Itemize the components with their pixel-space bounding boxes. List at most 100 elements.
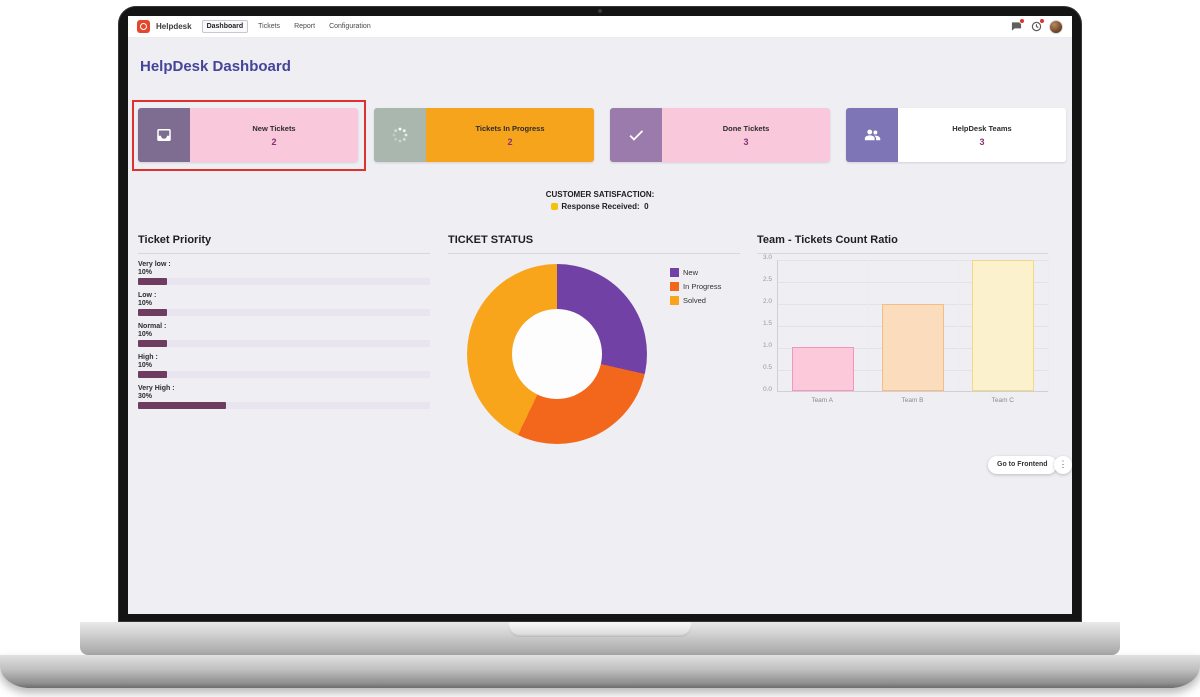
y-tick: 1.5 (762, 320, 772, 327)
y-tick: 0.0 (762, 386, 772, 393)
legend-item-new: New (670, 268, 721, 277)
priority-label: High : (138, 354, 158, 361)
gridline-vertical (867, 260, 869, 391)
kpi-card-helpdesk-teams[interactable]: HelpDesk Teams 3 (846, 108, 1066, 162)
priority-label: Very low : (138, 261, 171, 268)
team-ratio-title: Team - Tickets Count Ratio (757, 234, 1048, 254)
ticket-status-donut[interactable] (467, 264, 647, 444)
top-navbar: Helpdesk Dashboard Tickets Report Config… (128, 16, 1072, 38)
priority-bar-track (138, 278, 430, 285)
laptop-screen: Helpdesk Dashboard Tickets Report Config… (128, 16, 1072, 614)
nav-item-report[interactable]: Report (294, 23, 316, 30)
kpi-card-new-tickets[interactable]: New Tickets 2 (138, 108, 358, 162)
ticket-priority-title: Ticket Priority (138, 234, 430, 254)
priority-bar-fill (138, 402, 226, 409)
y-tick: 2.0 (762, 298, 772, 305)
kpi-value: 3 (743, 136, 749, 147)
priority-percent: 10% (138, 362, 153, 369)
priority-percent: 10% (138, 269, 153, 276)
priority-bar-fill (138, 309, 168, 316)
priority-bar-track (138, 309, 430, 316)
page-title: HelpDesk Dashboard (140, 58, 291, 75)
ticket-status-title: TICKET STATUS (448, 234, 740, 254)
priority-row-low: Low : 10% (138, 292, 430, 316)
priority-percent: 30% (138, 393, 153, 400)
activities-badge (1039, 17, 1045, 24)
legend-swatch-solved (670, 296, 679, 305)
priority-bar-track (138, 371, 430, 378)
legend-label: Solved (683, 296, 706, 305)
donut-hole (512, 309, 602, 399)
go-to-frontend-button[interactable]: Go to Frontend (988, 456, 1057, 474)
app-logo-icon[interactable] (137, 20, 150, 33)
kebab-menu-icon[interactable]: ⋮ (1054, 456, 1072, 474)
priority-percent: 10% (138, 300, 153, 307)
ticket-status-panel: TICKET STATUS New In Progress Solved (448, 234, 740, 444)
gridline-vertical (957, 260, 959, 391)
user-avatar[interactable] (1049, 19, 1063, 34)
kpi-value: 2 (507, 136, 513, 147)
priority-label: Normal : (138, 323, 167, 330)
legend-item-solved: Solved (670, 296, 721, 305)
kpi-card-done-tickets[interactable]: Done Tickets 3 (610, 108, 830, 162)
response-received-line: Response Received: 0 (128, 202, 1072, 211)
kpi-value: 2 (271, 136, 277, 147)
priority-row-high: High : 10% (138, 354, 430, 378)
response-received-label: Response Received: (561, 202, 640, 211)
priority-row-normal: Normal : 10% (138, 323, 430, 347)
dashboard-content: HelpDesk Dashboard New Tickets 2 (128, 38, 1072, 614)
team-bars (778, 260, 1048, 391)
activities-clock-icon[interactable] (1029, 17, 1045, 34)
check-icon (610, 108, 662, 162)
legend-swatch-in-progress (670, 282, 679, 291)
gridline (778, 282, 1048, 283)
kpi-row: New Tickets 2 Tickets In Progress 2 (138, 108, 1066, 162)
priority-bar-fill (138, 278, 168, 285)
priority-row-very-low: Very low : 10% (138, 261, 430, 285)
inbox-icon (138, 108, 190, 162)
kpi-label: Done Tickets (722, 123, 770, 133)
app-name: Helpdesk (156, 22, 192, 31)
y-tick: 0.5 (762, 364, 772, 371)
priority-row-very-high: Very High : 30% (138, 385, 430, 409)
team-ratio-plot (777, 260, 1049, 392)
y-tick: 1.0 (762, 342, 772, 349)
kpi-value: 3 (979, 136, 985, 147)
nav-item-configuration[interactable]: Configuration (329, 23, 371, 30)
priority-bar-track (138, 402, 430, 409)
messages-badge (1019, 17, 1025, 24)
laptop-base (0, 655, 1200, 688)
gridline (778, 260, 1048, 261)
y-tick: 3.0 (762, 254, 772, 261)
nav-item-dashboard[interactable]: Dashboard (201, 20, 249, 33)
kpi-label: HelpDesk Teams (952, 123, 1012, 133)
smiley-icon (551, 203, 559, 210)
team-x-labels: Team A Team B Team C (777, 397, 1048, 404)
users-icon (846, 108, 898, 162)
x-label-team-a: Team A (811, 397, 833, 404)
nav-item-tickets[interactable]: Tickets (258, 23, 281, 30)
priority-bar-track (138, 340, 430, 347)
priority-bar-fill (138, 340, 168, 347)
bar-team-a[interactable] (792, 347, 854, 391)
legend-label: New (683, 268, 699, 277)
bar-team-c[interactable] (972, 260, 1034, 391)
response-received-value: 0 (644, 202, 649, 211)
messages-icon[interactable] (1009, 17, 1025, 34)
priority-bar-fill (138, 371, 168, 378)
ticket-priority-panel: Ticket Priority Very low : 10% Low : 10%… (138, 234, 430, 409)
kpi-label: Tickets In Progress (475, 123, 545, 133)
priority-label: Very High : (138, 385, 175, 392)
team-tickets-ratio-panel: Team - Tickets Count Ratio 3.0 2.5 2.0 1… (757, 234, 1049, 408)
bar-team-b[interactable] (882, 303, 944, 391)
customer-satisfaction-block: CUSTOMER SATISFACTION: Response Received… (128, 190, 1072, 211)
spinner-icon (374, 108, 426, 162)
ticket-status-legend: New In Progress Solved (670, 268, 721, 310)
legend-label: In Progress (683, 282, 722, 291)
laptop-camera (598, 9, 602, 13)
gridline-vertical (1048, 260, 1049, 391)
kpi-card-tickets-in-progress[interactable]: Tickets In Progress 2 (374, 108, 594, 162)
team-ratio-chart: 3.0 2.5 2.0 1.5 1.0 0.5 0.0 (757, 254, 1049, 408)
laptop-hinge-notch (508, 622, 692, 637)
x-label-team-c: Team C (991, 397, 1015, 404)
